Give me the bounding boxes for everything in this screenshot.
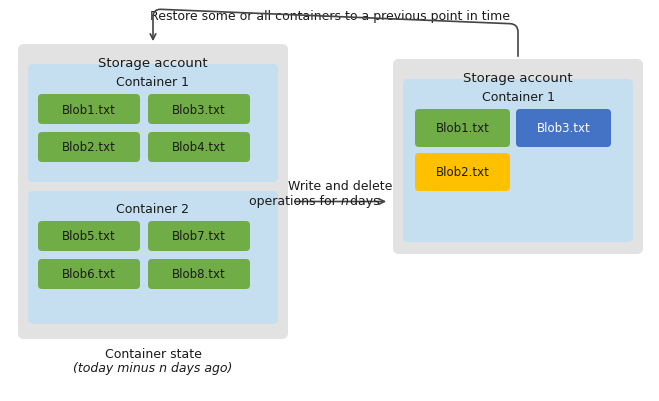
Text: n: n bbox=[341, 195, 349, 208]
FancyBboxPatch shape bbox=[393, 60, 643, 254]
FancyBboxPatch shape bbox=[28, 65, 278, 182]
FancyBboxPatch shape bbox=[148, 221, 250, 251]
FancyBboxPatch shape bbox=[18, 45, 288, 339]
Text: Container 1: Container 1 bbox=[482, 91, 554, 104]
Text: days: days bbox=[347, 195, 380, 208]
Text: Blob6.txt: Blob6.txt bbox=[62, 268, 116, 281]
Text: Blob2.txt: Blob2.txt bbox=[436, 166, 490, 179]
Text: Blob5.txt: Blob5.txt bbox=[62, 230, 116, 243]
Text: Write and delete: Write and delete bbox=[289, 180, 393, 193]
FancyBboxPatch shape bbox=[516, 110, 611, 148]
Text: Container state: Container state bbox=[105, 347, 202, 360]
FancyBboxPatch shape bbox=[28, 192, 278, 324]
FancyBboxPatch shape bbox=[38, 259, 140, 289]
Text: operations for: operations for bbox=[248, 195, 341, 208]
Text: (today minus n days ago): (today minus n days ago) bbox=[73, 361, 233, 374]
Text: Storage account: Storage account bbox=[98, 57, 208, 70]
FancyBboxPatch shape bbox=[148, 133, 250, 162]
FancyBboxPatch shape bbox=[38, 95, 140, 125]
Text: Blob8.txt: Blob8.txt bbox=[172, 268, 226, 281]
FancyBboxPatch shape bbox=[38, 133, 140, 162]
Text: Blob2.txt: Blob2.txt bbox=[62, 141, 116, 154]
FancyBboxPatch shape bbox=[403, 80, 633, 242]
Text: Container 1: Container 1 bbox=[117, 76, 190, 89]
Text: Blob7.txt: Blob7.txt bbox=[172, 230, 226, 243]
FancyBboxPatch shape bbox=[415, 154, 510, 192]
Text: Container 2: Container 2 bbox=[117, 203, 190, 215]
Text: Blob3.txt: Blob3.txt bbox=[536, 122, 590, 135]
FancyBboxPatch shape bbox=[148, 259, 250, 289]
Text: Blob1.txt: Blob1.txt bbox=[62, 103, 116, 116]
FancyBboxPatch shape bbox=[38, 221, 140, 251]
Text: Blob1.txt: Blob1.txt bbox=[436, 122, 490, 135]
Text: Blob4.txt: Blob4.txt bbox=[172, 141, 226, 154]
FancyBboxPatch shape bbox=[415, 110, 510, 148]
Text: Blob3.txt: Blob3.txt bbox=[172, 103, 226, 116]
Text: Storage account: Storage account bbox=[463, 72, 573, 85]
Text: Restore some or all containers to a previous point in time: Restore some or all containers to a prev… bbox=[150, 10, 509, 23]
FancyBboxPatch shape bbox=[148, 95, 250, 125]
